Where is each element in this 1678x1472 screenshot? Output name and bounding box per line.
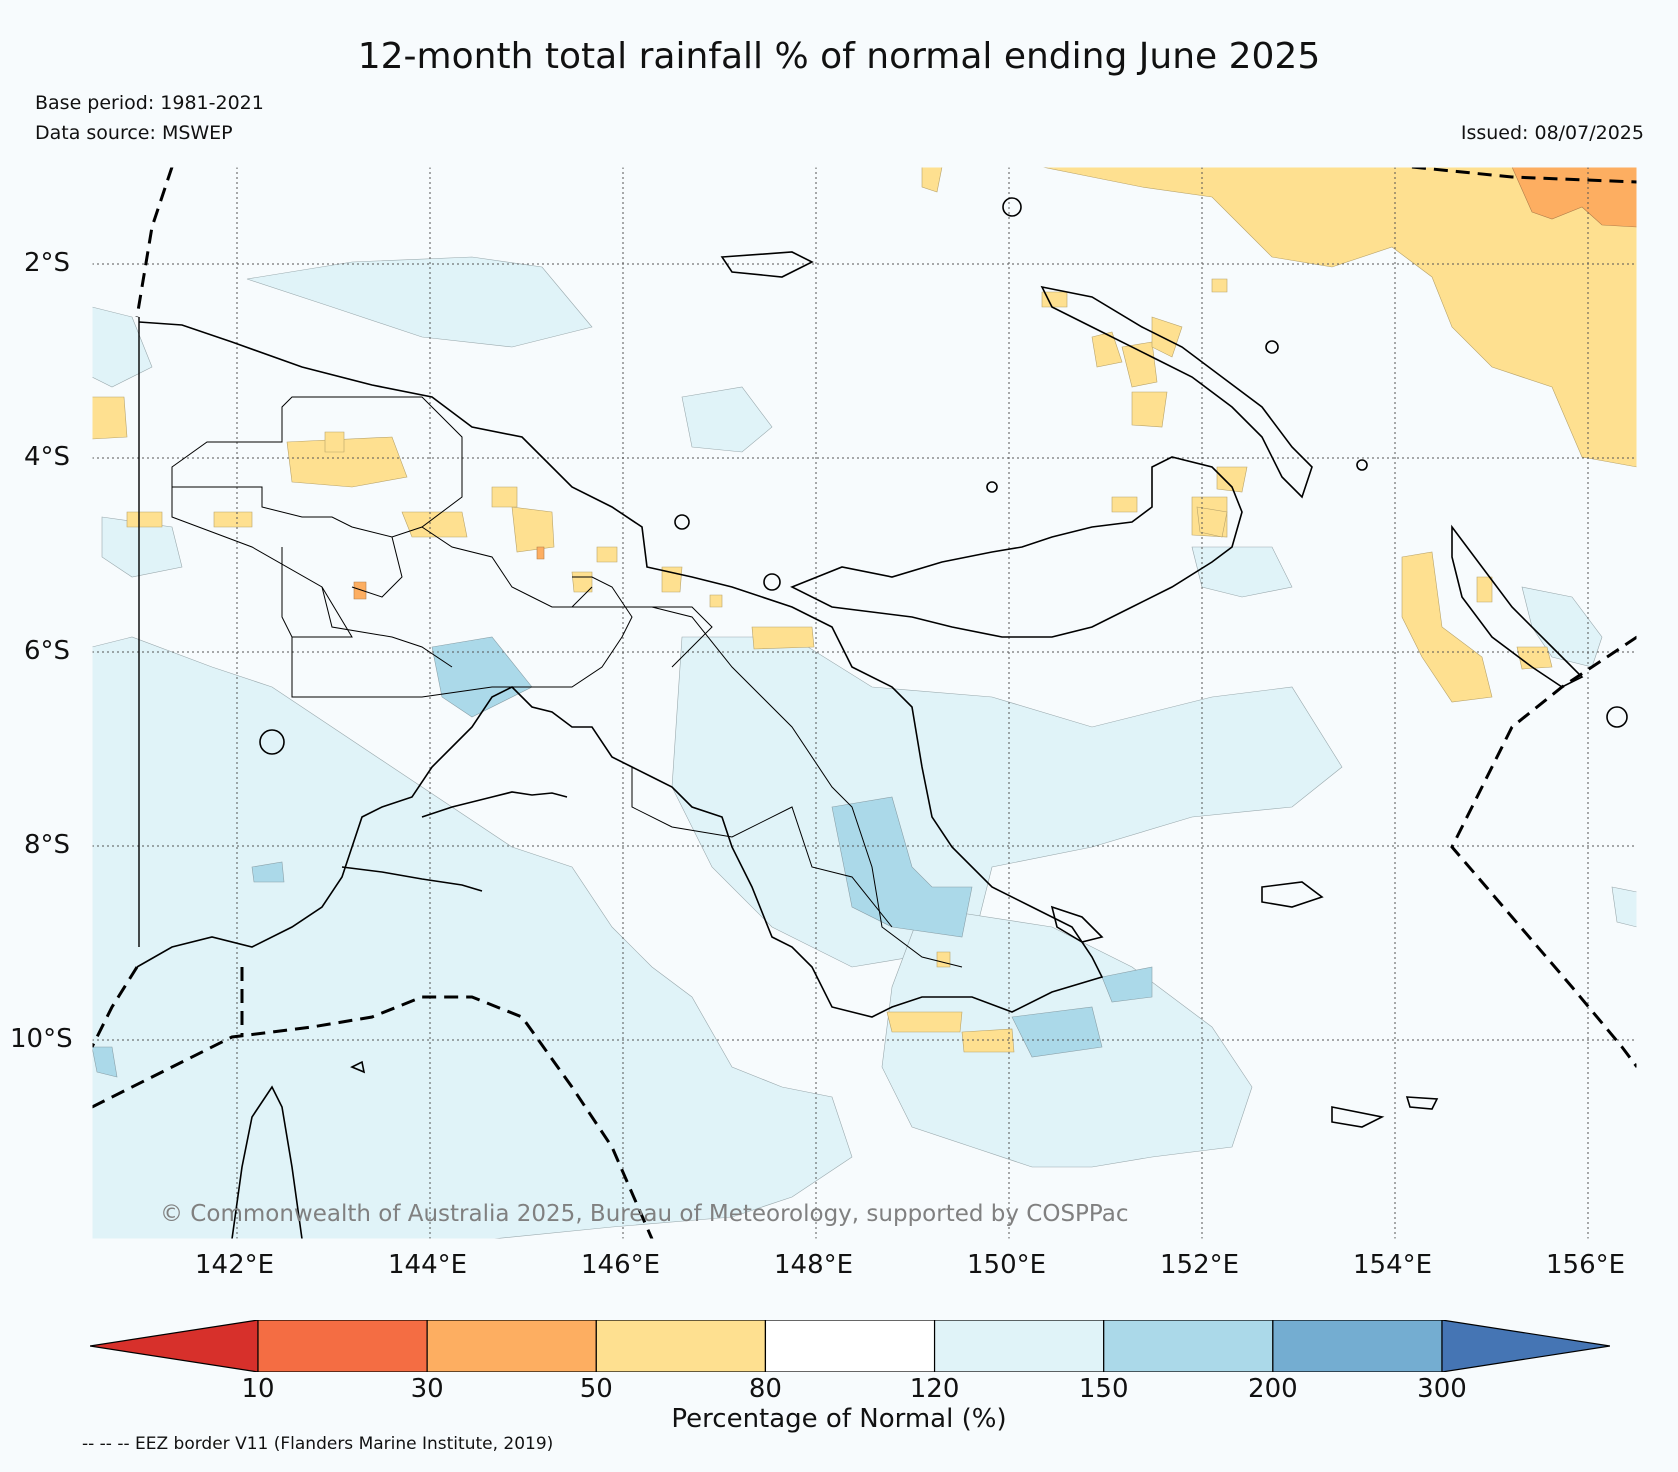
provincial-borders [171, 396, 963, 968]
much-below-normal-regions [353, 167, 1637, 600]
lat-label-4s: 4°S [24, 442, 71, 472]
colorbar-tick-label: 30 [410, 1374, 444, 1404]
colorbar-tick-label: 50 [579, 1374, 613, 1404]
map-panel [92, 167, 1637, 1239]
colorbar-segment [595, 1320, 767, 1372]
issued-date: Issued: 08/07/2025 [1460, 122, 1644, 144]
above-normal-regions [92, 256, 1637, 1239]
colorbar-title: Percentage of Normal (%) [671, 1404, 1007, 1434]
coastlines [136, 197, 1628, 1239]
lon-label-146e: 146°E [581, 1250, 661, 1280]
colorbar-tick-label: 10 [241, 1374, 275, 1404]
colorbar-extend-high [1441, 1320, 1610, 1372]
colorbar-tick-label: 300 [1417, 1374, 1467, 1404]
below-normal-regions [92, 167, 1637, 1053]
lon-label-142e: 142°E [195, 1250, 275, 1280]
graticule [92, 167, 1637, 1239]
eez-legend-note: -- -- -- EEZ border V11 (Flanders Marine… [82, 1434, 554, 1454]
colorbar-tick-label: 80 [748, 1374, 782, 1404]
well-above-normal-regions [92, 636, 1153, 1078]
colorbar-segment [1103, 1320, 1274, 1372]
lat-label-10s: 10°S [10, 1024, 73, 1054]
colorbar-segment [426, 1320, 597, 1372]
eez-borders [92, 167, 1637, 1239]
colorbar-segment [1272, 1320, 1443, 1372]
lon-label-148e: 148°E [774, 1250, 854, 1280]
colorbar-tick-label: 200 [1248, 1374, 1298, 1404]
colorbar-segment [933, 1320, 1105, 1372]
copyright-notice: © Commonwealth of Australia 2025, Bureau… [160, 1201, 1129, 1227]
lon-label-144e: 144°E [388, 1250, 468, 1280]
lon-label-152e: 152°E [1160, 1250, 1240, 1280]
colorbar-tick-label: 120 [909, 1374, 960, 1404]
rainfall-map [92, 167, 1637, 1239]
lon-label-156e: 156°E [1546, 1250, 1626, 1280]
lat-label-2s: 2°S [24, 248, 71, 278]
data-source: Data source: MSWEP [35, 122, 233, 144]
colorbar-tick-label: 150 [1078, 1374, 1129, 1404]
page-title: 12-month total rainfall % of normal endi… [357, 36, 1321, 77]
colorbar [90, 1320, 1610, 1372]
colorbar-extend-low [90, 1320, 259, 1372]
lat-label-6s: 6°S [24, 636, 71, 666]
colorbar-segment [257, 1320, 428, 1372]
base-period: Base period: 1981-2021 [35, 92, 264, 114]
lon-label-154e: 154°E [1353, 1250, 1433, 1280]
colorbar-segment [764, 1320, 936, 1372]
lat-label-8s: 8°S [24, 830, 71, 860]
lon-label-150e: 150°E [967, 1250, 1047, 1280]
